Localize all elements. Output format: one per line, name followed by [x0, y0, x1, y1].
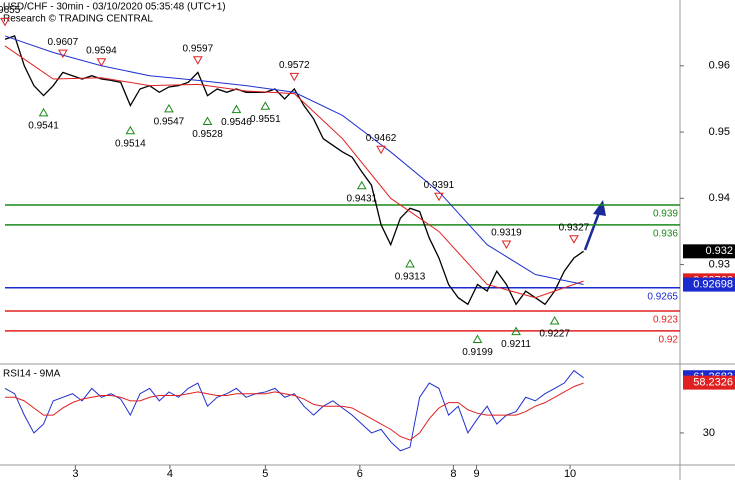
- trough-marker: [125, 125, 136, 135]
- trough-marker: [260, 101, 271, 110]
- x-tick-label: 3: [72, 468, 78, 480]
- y-tick-label: 0.95: [709, 126, 730, 138]
- peak-marker: [376, 145, 386, 155]
- price-line: [4, 35, 584, 306]
- price-box: [683, 277, 735, 292]
- rsi-line: [5, 382, 584, 441]
- price-box-label: 58.2326: [693, 377, 733, 389]
- trough-marker: [356, 180, 367, 190]
- peak-label: 0.9572: [279, 60, 310, 71]
- peak-marker: [501, 240, 512, 250]
- peak-label: 0.9594: [86, 45, 117, 56]
- peak-label: 0.9462: [366, 133, 397, 144]
- peak-label: 0.9319: [491, 228, 522, 239]
- forecast-arrow: [583, 200, 606, 251]
- trough-label: 0.9528: [192, 129, 223, 140]
- peak-marker: [192, 56, 203, 65]
- x-tick-label: 6: [357, 468, 363, 480]
- price-line: [4, 45, 584, 299]
- peak-marker: [569, 235, 579, 244]
- trough-label: 0.9227: [539, 329, 570, 340]
- level-label: 0.92: [659, 334, 679, 345]
- trough-marker: [549, 315, 560, 325]
- chart-subtitle: Research © TRADING CENTRAL: [3, 14, 153, 25]
- trough-label: 0.9431: [346, 193, 377, 204]
- y-tick-label: 30: [703, 427, 715, 439]
- x-tick-label: 9: [473, 468, 479, 480]
- peak-marker: [434, 192, 444, 202]
- trough-marker: [405, 258, 415, 268]
- peak-label: 0.9655: [0, 5, 21, 16]
- price-box-label: 0.932: [705, 245, 733, 257]
- y-tick-label: 0.93: [709, 258, 730, 270]
- y-tick-label: 0.94: [709, 192, 730, 204]
- peak-label: 0.9597: [183, 43, 214, 54]
- trough-label: 0.9313: [395, 272, 426, 283]
- trough-label: 0.9541: [28, 121, 59, 132]
- trough-marker: [38, 107, 49, 117]
- trough-marker: [231, 104, 242, 114]
- level-label: 0.923: [653, 315, 678, 326]
- rsi-title: RSI14 - 9MA: [3, 369, 61, 380]
- price-box-label: 0.92698: [693, 279, 733, 291]
- price-box: [683, 375, 735, 390]
- peak-marker: [96, 58, 107, 67]
- level-label: 0.939: [653, 209, 678, 220]
- trough-label: 0.9514: [115, 138, 146, 149]
- trough-label: 0.9199: [462, 347, 493, 358]
- peak-label: 0.9607: [48, 37, 79, 48]
- trough-label: 0.9546: [221, 117, 252, 128]
- x-tick-label: 10: [564, 468, 576, 480]
- trough-marker: [202, 116, 213, 125]
- trough-marker: [511, 326, 521, 336]
- x-tick-label: 4: [167, 468, 173, 480]
- y-tick-label: 0.96: [709, 60, 730, 72]
- peak-marker: [57, 49, 68, 59]
- trough-marker: [164, 103, 174, 113]
- trough-label: 0.9551: [250, 114, 281, 125]
- peak-label: 0.9391: [424, 180, 455, 191]
- chart-title: USD/CHF - 30min - 03/10/2020 05:35:48 (U…: [3, 2, 226, 13]
- peak-label: 0.9327: [559, 222, 590, 233]
- peak-marker: [0, 17, 10, 27]
- level-label: 0.936: [653, 228, 678, 239]
- peak-marker: [289, 72, 300, 82]
- trough-label: 0.9547: [154, 117, 185, 128]
- level-label: 0.9265: [647, 291, 678, 302]
- trough-marker: [472, 334, 483, 344]
- x-tick-label: 8: [450, 468, 456, 480]
- trough-label: 0.9211: [501, 339, 531, 350]
- x-tick-label: 5: [262, 468, 268, 480]
- price-box: [683, 244, 735, 259]
- rsi-line: [4, 369, 584, 452]
